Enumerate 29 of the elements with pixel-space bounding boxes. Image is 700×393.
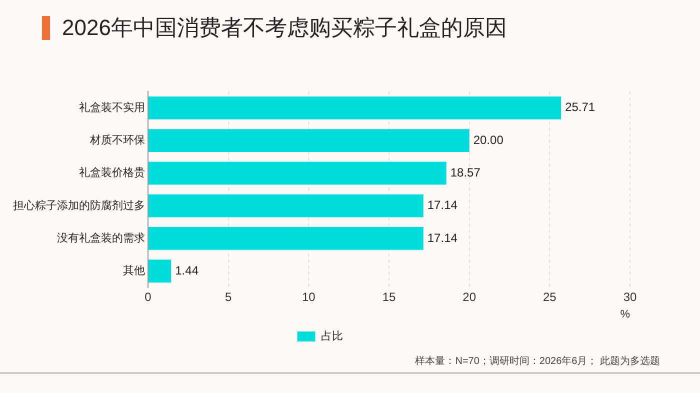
- data-label: 25.71: [565, 100, 596, 114]
- x-tick-label: 10: [302, 290, 316, 304]
- x-tick-label: 5: [224, 290, 232, 304]
- y-tick-label: 礼盒装价格贵: [79, 166, 145, 180]
- data-label: 20.00: [473, 132, 504, 147]
- data-label: 17.14: [427, 230, 458, 245]
- y-tick-label: 其他: [123, 264, 145, 278]
- x-axis-title: %: [620, 308, 630, 320]
- bar: [148, 129, 470, 152]
- chart-title: 2026年中国消费者不考虑购买粽子礼盒的原因: [62, 14, 507, 42]
- x-tick-label: 20: [462, 290, 476, 304]
- x-tick-label: 0: [144, 290, 152, 304]
- y-tick-label: 担心粽子添加的防腐剂过多: [13, 198, 145, 212]
- y-tick-label: 礼盒装不实用: [79, 100, 145, 114]
- data-label: 1.44: [175, 263, 199, 278]
- x-tick-label: 25: [542, 290, 557, 304]
- bar: [148, 162, 446, 185]
- x-tick-label: 15: [382, 290, 396, 304]
- x-tick-label: 30: [623, 290, 637, 304]
- y-tick-label: 没有礼盒装的需求: [57, 231, 145, 244]
- data-label: 18.57: [450, 165, 481, 180]
- bar: [148, 194, 424, 218]
- y-tick-label: 材质不环保: [89, 134, 145, 147]
- bar: [148, 227, 424, 250]
- data-label: 17.14: [427, 198, 458, 212]
- bar: [148, 96, 562, 120]
- bar: [148, 260, 172, 283]
- legend-label: 占比: [320, 330, 343, 343]
- text: 样本量：N=70；调研时间：2026年6月； 此题为多选题: [415, 354, 660, 368]
